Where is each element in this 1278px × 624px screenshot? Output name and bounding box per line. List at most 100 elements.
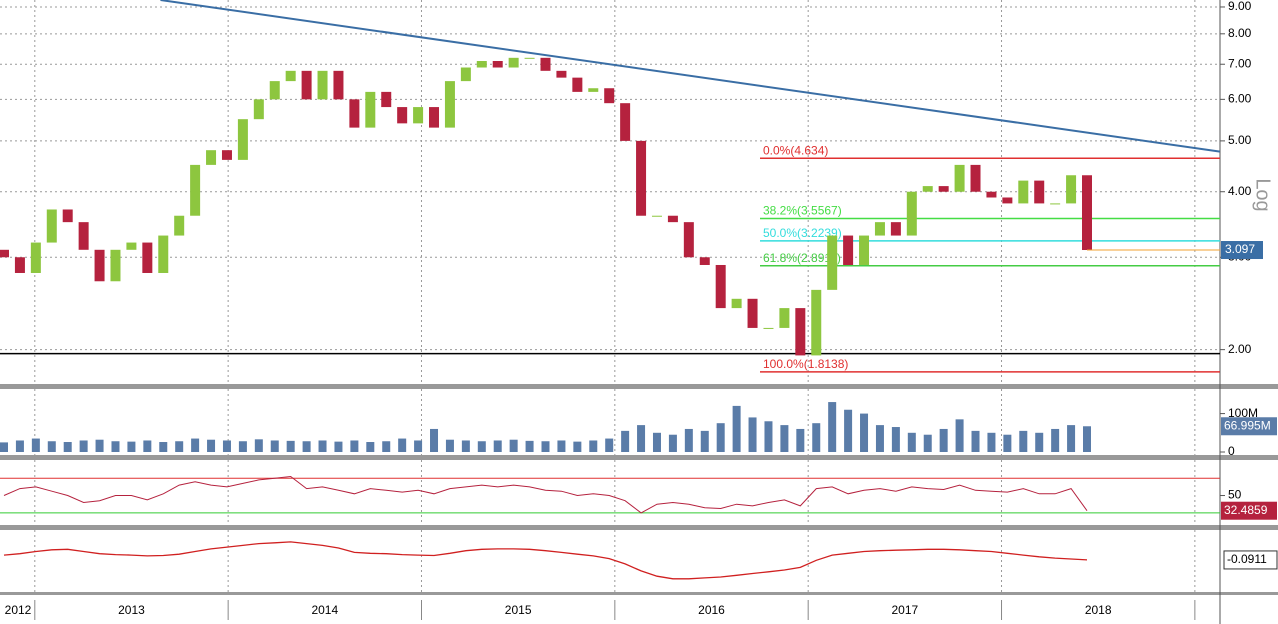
volume-bar [111,441,120,452]
volume-bar [191,438,200,452]
volume-bar [828,402,837,452]
volume-bar [860,413,869,452]
fib-label: 0.0%(4.634) [763,143,828,157]
volume-bar [95,439,104,452]
rsi-line [3,475,1088,514]
candle [476,61,487,68]
candle [190,164,201,216]
candle [460,67,471,82]
candle [110,249,121,282]
y-tick-label: 7.00 [1228,56,1252,70]
volume-bar [716,423,725,452]
candle [349,99,360,128]
candle [94,249,105,282]
y-tick-label: 100M [1228,406,1258,420]
volume-bar [907,432,916,452]
candle [317,70,328,100]
candle [126,242,137,250]
candle [811,289,822,356]
log-label: Log [1252,178,1274,211]
candle [922,186,933,192]
volume-bar [1019,430,1028,452]
candle [1050,203,1061,205]
volume-bar [764,421,773,452]
candle [636,140,647,216]
candle [333,70,344,100]
volume-bar [445,439,454,452]
candle [906,191,917,236]
candle [78,222,89,250]
candle [444,81,455,128]
candle [206,150,217,165]
volume-bar [398,438,407,452]
x-tick-label: 2016 [698,603,725,617]
volume-bar [159,442,168,452]
volume-bar [461,440,470,452]
y-tick-label: 6.00 [1228,92,1252,106]
candle [174,215,185,236]
volume-bar [621,430,630,452]
volume-bar [637,425,646,452]
candle [492,61,503,68]
candle [237,119,248,160]
x-tick-label: 2014 [311,603,338,617]
rsi-last-label: 32.4859 [1224,503,1268,517]
candle [413,107,424,124]
candle [158,235,169,273]
volume-bar [79,440,88,452]
candle [843,235,854,265]
volume-bar [127,441,136,452]
volume-bar [1067,425,1076,452]
panel-separator [0,384,1278,389]
y-tick-label: 9.00 [1228,0,1252,13]
volume-bar [955,419,964,452]
candle [397,107,408,124]
candle [954,164,965,192]
candle [795,308,806,356]
candle [859,235,870,265]
volume-bar [222,440,231,452]
candle [827,235,838,290]
candle [62,209,73,223]
volume-bar [541,441,550,452]
x-tick-label: 2012 [5,603,32,617]
x-tick-label: 2017 [891,603,918,617]
candle [429,107,440,128]
candle [269,81,280,100]
x-tick-label: 2013 [118,603,145,617]
x-tick-label: 2018 [1085,603,1112,617]
fib-label: 50.0%(3.2239) [763,226,842,240]
volume-bar [238,441,247,452]
volume-bar [573,441,582,452]
macd-last-label: -0.0911 [1227,552,1267,566]
volume-bar [0,442,8,452]
volume-bar [350,440,359,452]
volume-bar [923,434,932,452]
volume-bar [366,442,375,452]
y-tick-label: 5.00 [1228,133,1252,147]
candle [142,242,153,273]
candle [683,222,694,258]
volume-bar [286,440,295,452]
volume-bar [382,441,391,452]
volume-bar [207,439,216,452]
candle [779,308,790,328]
volume-bar [684,428,693,452]
candle [763,327,774,329]
last-price-label: 3.097 [1225,242,1255,256]
volume-bar [732,405,741,452]
panel-separator [0,525,1278,530]
y-tick-label: 8.00 [1228,26,1252,40]
volume-bar [812,423,821,452]
volume-bar [63,442,72,452]
x-tick-label: 2015 [505,603,532,617]
panel-separator [0,455,1278,460]
y-tick-label: 4.00 [1228,184,1252,198]
trendline [160,0,1221,153]
candle [365,91,376,128]
candle [874,222,885,236]
volume-bar [939,428,948,452]
candle [14,257,25,273]
volume-bar [700,430,709,452]
